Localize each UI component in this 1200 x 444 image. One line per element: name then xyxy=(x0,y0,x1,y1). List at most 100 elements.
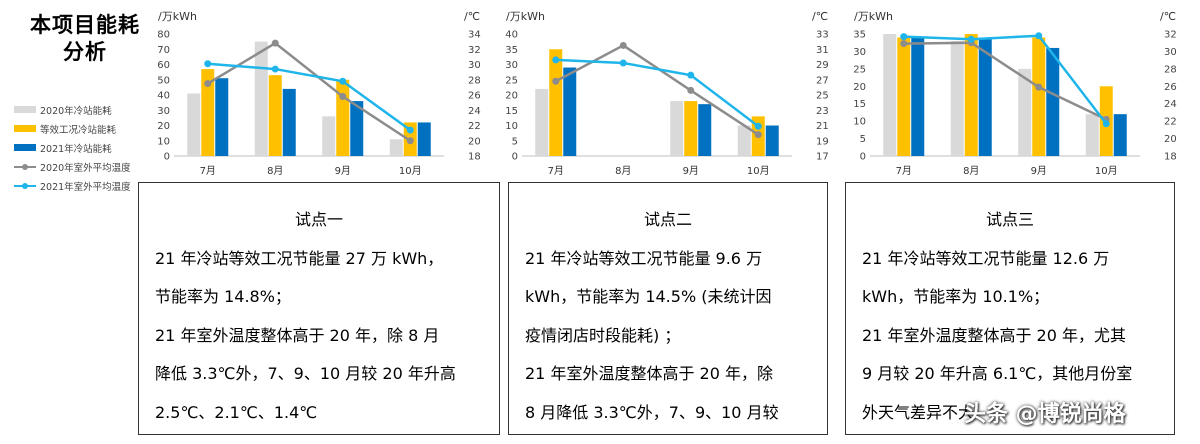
bar xyxy=(670,101,684,156)
bar xyxy=(563,67,577,156)
legend-label: 2021年室外平均温度 xyxy=(40,182,131,193)
y-tick-label: 25 xyxy=(853,64,866,75)
bar xyxy=(1085,114,1099,156)
y-tick-label: 20 xyxy=(505,91,518,102)
note-line: 2.5℃、2.1℃、1.4℃ xyxy=(155,402,318,422)
bar xyxy=(535,88,549,156)
y-tick-label: 35 xyxy=(505,45,518,56)
y-axis-title: /万kWh xyxy=(854,10,893,23)
legend-marker-cyan xyxy=(22,183,28,189)
y-tick-label: 10 xyxy=(157,136,170,147)
temperature-point xyxy=(900,40,908,48)
y2-tick-label: 18 xyxy=(1164,152,1177,163)
temperature-point xyxy=(754,122,762,130)
y2-tick-label: 25 xyxy=(816,91,829,102)
x-tick-label: 10月 xyxy=(747,165,770,177)
y2-tick-label: 32 xyxy=(1164,30,1177,41)
temperature-point xyxy=(967,35,975,43)
legend-item-2021-temp: 2021年室外平均温度 xyxy=(14,176,144,195)
x-tick-label: 9月 xyxy=(335,165,351,177)
y-tick-label: 35 xyxy=(853,30,866,41)
temperature-point xyxy=(339,77,347,85)
y-tick-label: 40 xyxy=(157,91,170,102)
legend-label: 等效工况冷站能耗 xyxy=(40,125,117,136)
bar xyxy=(187,93,201,156)
x-tick-label: 8月 xyxy=(615,165,631,177)
legend-item-2020-energy: 2020年冷站能耗 xyxy=(14,100,144,119)
note-line: 21 年冷站等效工况节能量 9.6 万 xyxy=(525,248,763,268)
bar xyxy=(698,104,712,156)
legend-swatch-yellow xyxy=(14,125,36,132)
temperature-point xyxy=(1035,32,1043,40)
temperature-point xyxy=(687,71,695,79)
note-line: kWh，节能率为 10.1%； xyxy=(862,287,1050,306)
x-tick-label: 9月 xyxy=(1031,165,1047,177)
y-tick-label: 30 xyxy=(157,106,170,117)
temperature-point xyxy=(1035,83,1043,91)
temperature-point xyxy=(1102,120,1110,128)
temperature-point xyxy=(619,59,627,67)
x-tick-label: 10月 xyxy=(399,165,422,177)
temperature-line xyxy=(207,62,411,132)
bar xyxy=(389,139,403,156)
page-title-line2: 分析 xyxy=(63,40,107,64)
y2-tick-label: 19 xyxy=(816,136,829,147)
y2-tick-label: 32 xyxy=(468,45,481,56)
y-tick-label: 40 xyxy=(505,30,518,41)
page-title-line1: 本项目能耗 xyxy=(30,13,140,37)
y2-tick-label: 28 xyxy=(468,75,481,86)
note-line: 8 月降低 3.3℃外，7、9、10 月较 xyxy=(525,402,779,422)
page-title: 本项目能耗 分析 xyxy=(20,12,150,66)
y-tick-label: 80 xyxy=(157,30,170,41)
note-line: 节能率为 14.8%； xyxy=(155,287,291,306)
y-tick-label: 25 xyxy=(505,75,518,86)
bar xyxy=(737,125,751,156)
note-box-pilot-3: 试点三 21 年冷站等效工况节能量 12.6 万 kWh，节能率为 10.1%；… xyxy=(845,182,1175,435)
bar xyxy=(549,49,563,156)
note-line: 疫情闭店时段能耗) ； xyxy=(525,325,681,345)
x-tick-label: 7月 xyxy=(896,165,912,177)
y-tick-label: 0 xyxy=(860,152,866,163)
bar xyxy=(950,40,964,156)
y-tick-label: 0 xyxy=(164,152,170,163)
temperature-point xyxy=(271,65,279,73)
bar xyxy=(978,37,992,156)
y-tick-label: 10 xyxy=(505,121,518,132)
bar xyxy=(684,101,698,156)
temperature-point xyxy=(204,60,212,68)
bar xyxy=(911,37,925,156)
note-line: 21 年冷站等效工况节能量 12.6 万 xyxy=(862,248,1110,268)
bar xyxy=(765,125,779,156)
temperature-point xyxy=(619,41,627,49)
y2-tick-label: 34 xyxy=(468,30,481,41)
bar xyxy=(282,88,296,156)
y-tick-label: 15 xyxy=(853,99,866,110)
legend-marker-grey xyxy=(22,164,28,170)
y2-tick-label: 20 xyxy=(468,136,481,147)
y2-tick-label: 22 xyxy=(468,121,481,132)
note-line: 外天气差异不大 xyxy=(862,402,975,422)
bar xyxy=(201,69,215,156)
bar xyxy=(1032,37,1046,156)
temperature-point xyxy=(552,56,560,64)
y2-tick-label: 26 xyxy=(1164,82,1177,93)
bar xyxy=(897,37,911,156)
note-box-pilot-2: 试点二 21 年冷站等效工况节能量 9.6 万 kWh，节能率为 14.5% (… xyxy=(508,182,828,435)
x-tick-label: 8月 xyxy=(267,165,283,177)
note-line: 21 年冷站等效工况节能量 27 万 kWh， xyxy=(155,248,444,268)
y2-tick-label: 30 xyxy=(1164,47,1177,58)
y2-tick-label: 24 xyxy=(1164,99,1177,110)
temperature-point xyxy=(271,39,279,47)
temperature-point xyxy=(406,137,414,145)
temperature-line xyxy=(555,43,759,136)
y2-tick-label: 27 xyxy=(816,75,829,86)
y2-tick-label: 20 xyxy=(1164,134,1177,145)
y2-axis-title: /℃ xyxy=(464,10,480,23)
y-tick-label: 20 xyxy=(157,121,170,132)
bar xyxy=(1018,68,1032,156)
legend-label: 2020年冷站能耗 xyxy=(40,106,112,117)
bar xyxy=(883,34,897,156)
x-tick-label: 8月 xyxy=(963,165,979,177)
chart-pilot-3: /万kWh /℃ 0 5 10 15 20 25 30 35 18 20 22 24 26 28 30 32 7月 8… xyxy=(853,10,1177,177)
legend-swatch-grey xyxy=(14,106,36,113)
